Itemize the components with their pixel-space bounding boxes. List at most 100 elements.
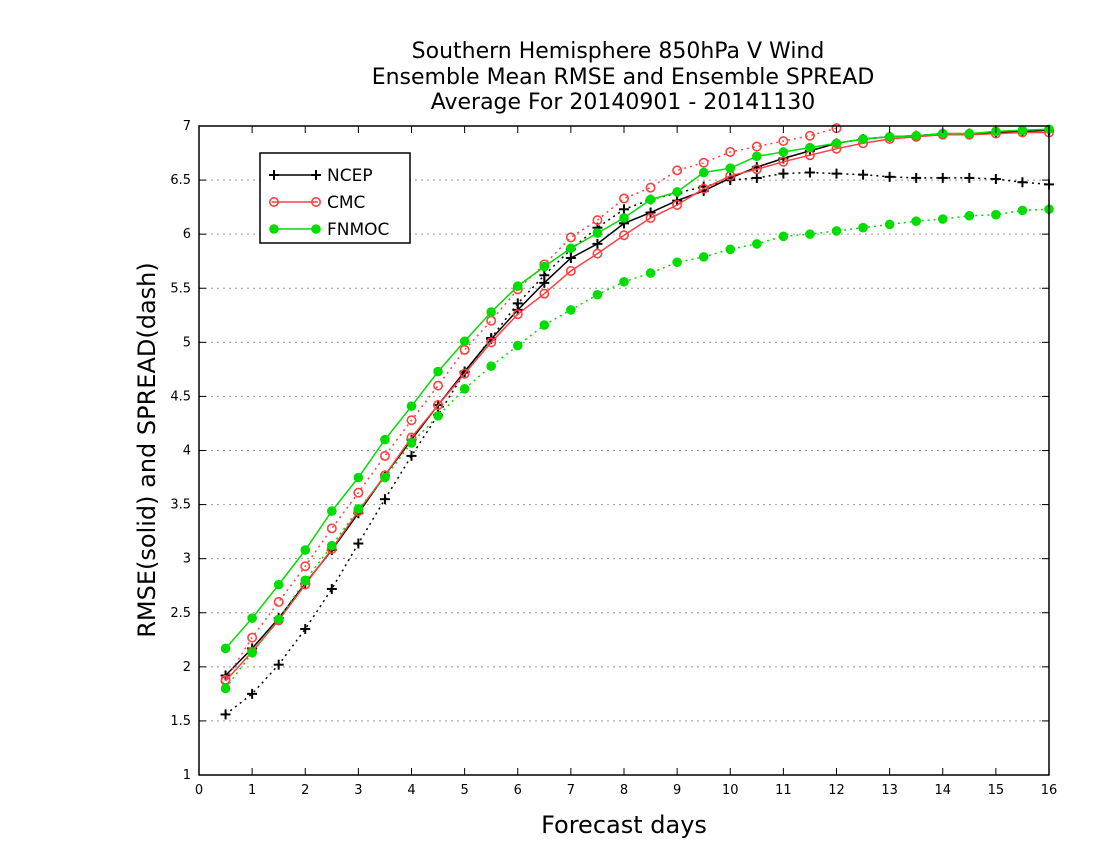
y-tick-label: 2	[183, 660, 191, 675]
data-point-fnmoc-rmse	[619, 213, 629, 223]
data-point-cmc-spread	[592, 215, 603, 226]
x-tick-label: 11	[775, 783, 792, 798]
x-tick-label: 16	[1041, 783, 1058, 798]
data-point-ncep-spread	[220, 709, 231, 720]
data-point-cmc-rmse	[539, 288, 550, 299]
data-point-cmc-rmse	[618, 230, 629, 241]
x-tick-label: 5	[460, 783, 468, 798]
data-point-fnmoc-rmse	[592, 228, 603, 238]
data-point-ncep-spread	[326, 583, 337, 594]
legend-item-fnmoc: FNMOC	[269, 220, 389, 240]
data-point-fnmoc-spread	[1017, 205, 1028, 216]
data-point-cmc-spread	[433, 380, 444, 391]
data-point-fnmoc-spread	[459, 384, 470, 394]
y-tick-label: 4.5	[170, 389, 191, 404]
data-point-cmc-spread	[406, 415, 417, 426]
data-point-fnmoc-rmse	[247, 613, 257, 623]
data-point-cmc-rmse	[486, 337, 497, 348]
data-point-fnmoc-spread	[220, 683, 231, 694]
data-point-fnmoc-rmse	[433, 366, 443, 377]
data-point-fnmoc-rmse	[1017, 125, 1028, 136]
data-point-ncep-spread	[990, 174, 1001, 185]
data-point-fnmoc-spread	[858, 222, 868, 233]
data-point-fnmoc-spread	[991, 209, 1001, 220]
data-point-cmc-rmse	[459, 368, 470, 379]
data-point-cmc-rmse	[778, 156, 789, 167]
x-tick-label: 1	[248, 783, 256, 798]
data-point-fnmoc-spread	[512, 340, 523, 351]
data-point-fnmoc-rmse	[327, 506, 337, 516]
data-point-ncep-spread	[831, 168, 842, 179]
x-tick-label: 6	[514, 783, 522, 798]
legend-label: NCEP	[327, 166, 373, 186]
data-point-fnmoc-spread	[486, 361, 496, 371]
legend-label: CMC	[327, 193, 365, 213]
data-point-ncep-spread	[619, 204, 629, 215]
data-point-cmc-rmse	[565, 265, 576, 276]
x-tick-label: 3	[354, 783, 362, 798]
x-tick-label: 10	[722, 783, 739, 798]
data-point-fnmoc-spread	[725, 244, 736, 255]
data-point-fnmoc-spread	[672, 257, 682, 268]
data-point-ncep-spread	[1017, 177, 1028, 188]
data-point-fnmoc-spread	[433, 411, 443, 421]
data-point-cmc-rmse	[672, 199, 683, 210]
data-point-fnmoc-rmse	[858, 134, 868, 144]
y-tick-label: 3.5	[170, 498, 191, 513]
series-line-ncep-spread	[225, 171, 1050, 715]
data-point-fnmoc-spread	[805, 229, 815, 239]
data-point-fnmoc-spread	[884, 219, 895, 230]
legend-label: FNMOC	[327, 220, 389, 240]
data-point-fnmoc-spread	[592, 289, 603, 300]
data-point-fnmoc-rmse	[805, 142, 815, 153]
data-point-ncep-spread	[247, 688, 258, 699]
data-point-ncep-spread	[353, 538, 364, 549]
data-point-ncep-spread	[911, 172, 922, 183]
y-tick-label: 5.5	[170, 281, 191, 296]
data-point-ncep-spread	[778, 168, 789, 179]
chart-title-line-3: Average For 20140901 - 20141130	[431, 90, 816, 115]
legend-marker	[269, 170, 279, 180]
data-point-cmc-rmse	[751, 164, 762, 175]
data-point-fnmoc-rmse	[486, 307, 496, 317]
series-fnmoc-spread	[220, 204, 1054, 694]
series-fnmoc-rmse	[220, 124, 1054, 654]
y-tick-label: 3	[183, 552, 191, 567]
data-point-cmc-spread	[618, 193, 629, 204]
data-point-fnmoc-rmse	[725, 163, 736, 173]
x-tick-label: 2	[301, 783, 309, 798]
data-point-fnmoc-rmse	[512, 281, 523, 291]
series-line-fnmoc-spread	[224, 208, 1050, 689]
data-point-ncep-spread	[751, 172, 762, 183]
legend-marker	[269, 224, 279, 234]
data-point-cmc-spread	[645, 182, 656, 193]
data-point-cmc-spread	[565, 232, 576, 243]
data-point-fnmoc-rmse	[911, 130, 921, 141]
data-point-fnmoc-rmse	[698, 167, 709, 178]
grid-lines	[199, 179, 1049, 722]
data-point-fnmoc-rmse	[353, 472, 364, 483]
data-point-fnmoc-rmse	[380, 434, 390, 445]
data-point-fnmoc-rmse	[937, 128, 948, 139]
data-point-fnmoc-spread	[247, 647, 257, 658]
data-point-ncep-spread	[804, 167, 815, 178]
data-point-cmc-spread	[300, 561, 311, 572]
data-point-cmc-rmse	[645, 212, 656, 223]
data-point-fnmoc-spread	[937, 214, 948, 224]
data-point-fnmoc-rmse	[831, 138, 842, 149]
data-point-ncep-rmse	[592, 238, 603, 249]
y-axis-label: RMSE(solid) and SPREAD(dash)	[133, 262, 161, 638]
y-tick-label: 6	[183, 227, 191, 242]
x-tick-label: 12	[828, 783, 845, 798]
data-point-fnmoc-spread	[353, 504, 364, 514]
data-point-fnmoc-rmse	[566, 243, 576, 254]
x-tick-label: 15	[988, 783, 1005, 798]
data-point-fnmoc-rmse	[778, 147, 789, 157]
data-point-cmc-spread	[379, 450, 390, 461]
y-tick-label: 7	[183, 119, 191, 134]
legend-marker	[310, 197, 321, 208]
series-layer	[220, 123, 1055, 720]
data-point-ncep-spread	[273, 659, 284, 670]
x-axis: 0 1 2 3 4 5 6 7 8 9 10 11 12 13 14 15 16	[195, 126, 1057, 798]
